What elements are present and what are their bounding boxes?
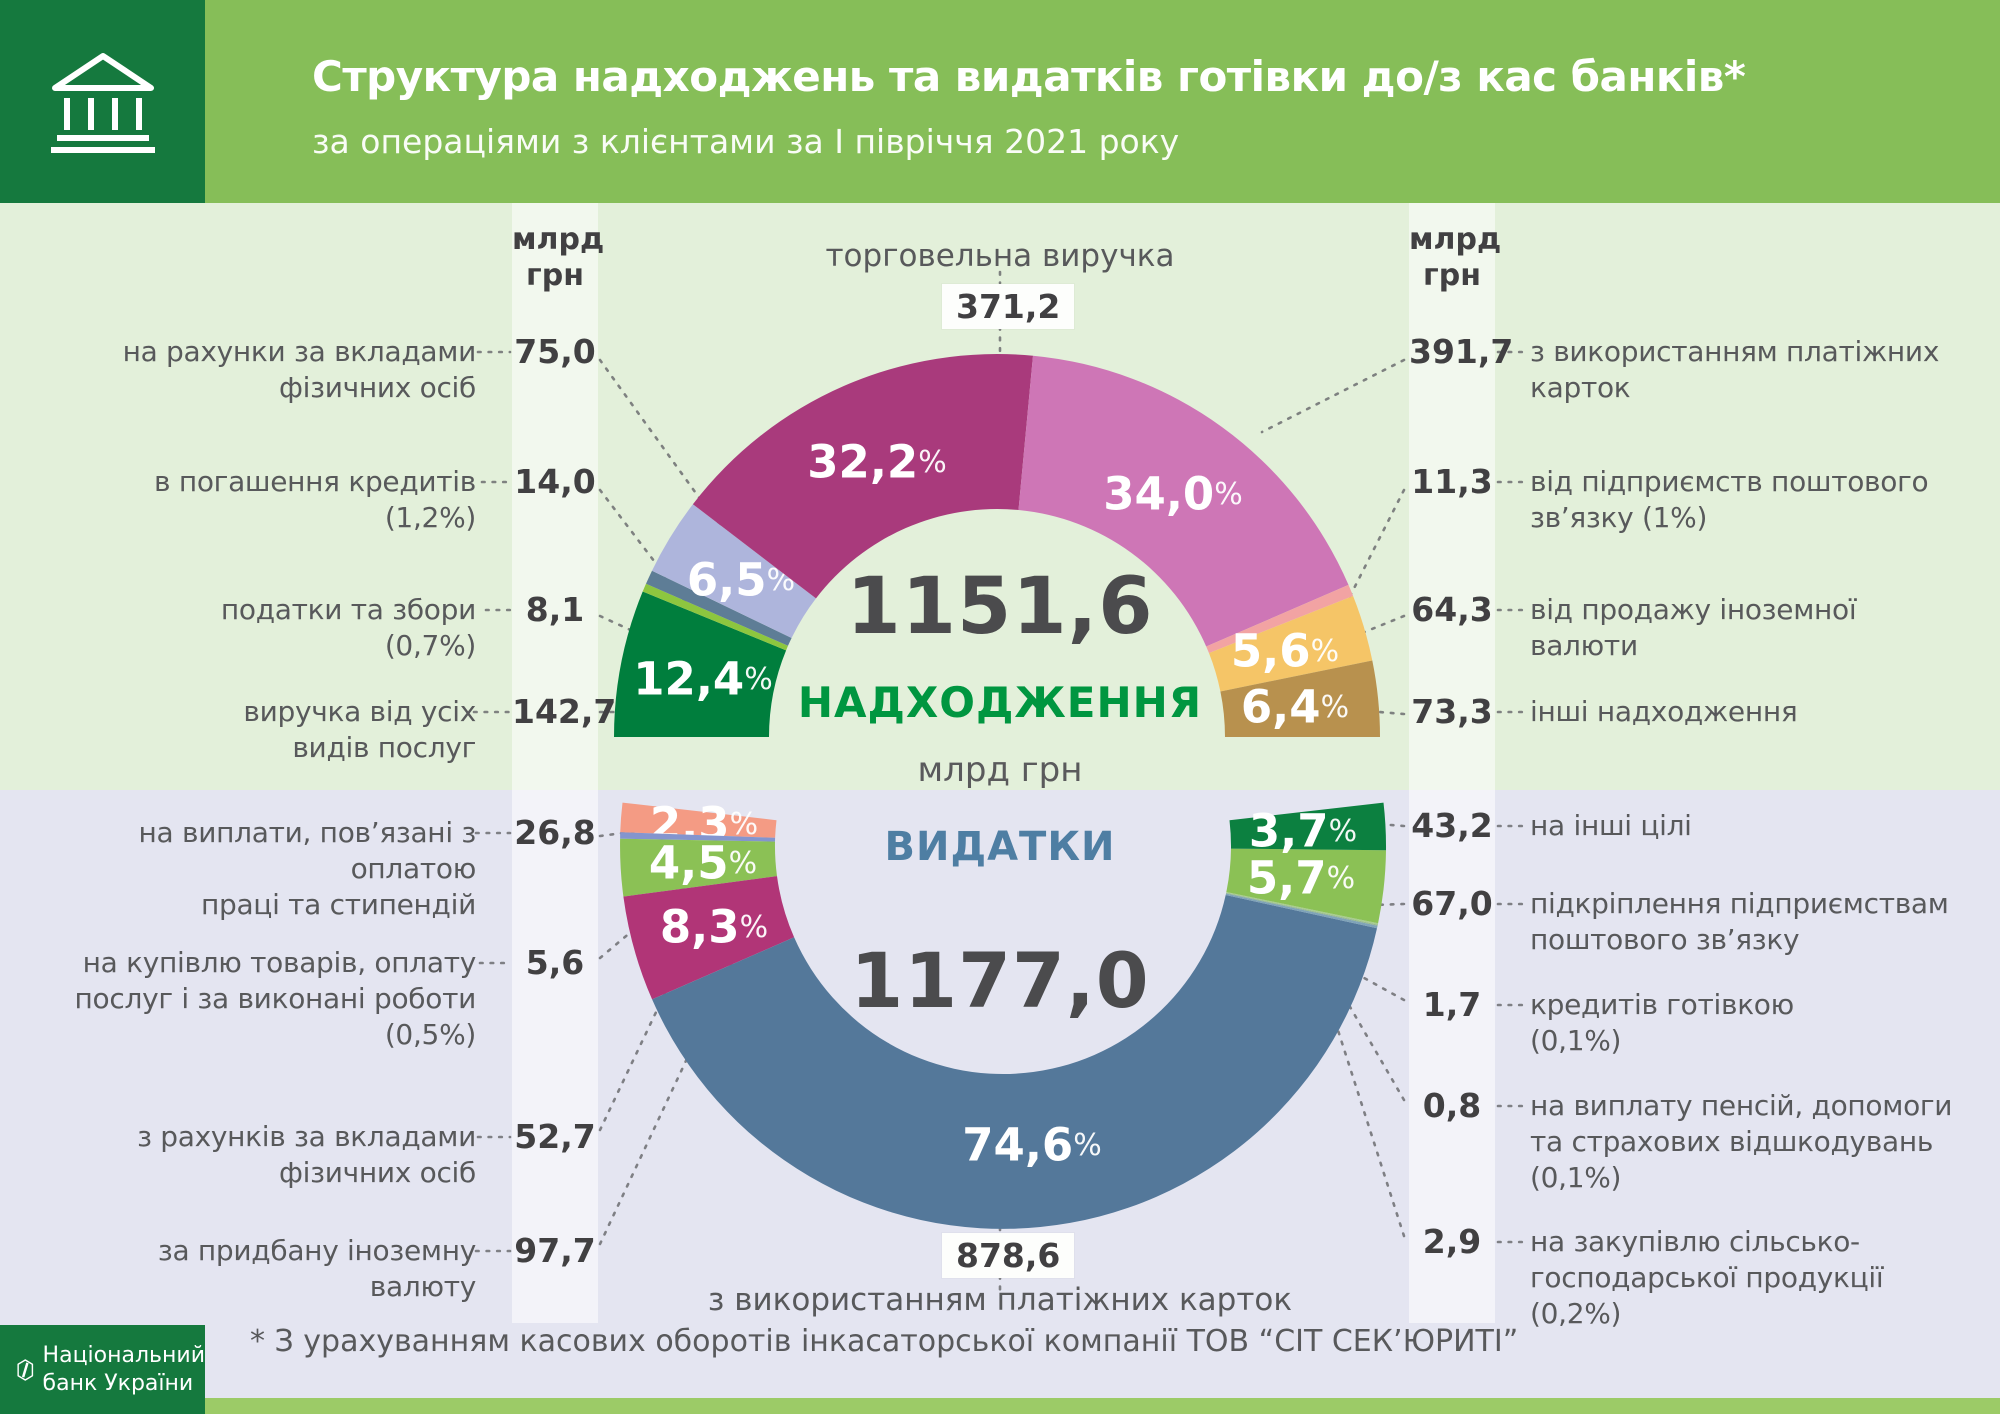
value-label: 142,7	[512, 692, 617, 731]
value-label: 26,8	[514, 813, 596, 852]
leader-line	[598, 614, 676, 652]
value-label: 14,0	[514, 462, 596, 501]
donut-segment	[646, 570, 792, 646]
inflow-title: НАДХОДЖЕННЯ	[797, 678, 1203, 727]
value-label: 11,3	[1411, 462, 1493, 501]
donut-segment	[1226, 892, 1379, 925]
leader-line	[1342, 488, 1406, 610]
category-label: підкріплення підприємствам поштового зв’…	[1530, 887, 1949, 956]
value-label: 52,7	[514, 1117, 596, 1156]
page-title: Структура надходжень та видатків готівки…	[312, 52, 1746, 101]
value-label: 75,0	[514, 332, 596, 371]
category-label: на рахунки за вкладами фізичних осіб	[122, 335, 477, 404]
left-value-column	[512, 203, 598, 1323]
donut-segment	[1226, 892, 1378, 926]
donut-segment	[620, 802, 777, 838]
top-callout-label: торговельна виручка	[825, 238, 1175, 274]
donut-segment	[692, 354, 1033, 599]
donut-segment	[652, 504, 816, 638]
inflow-donut-chart: 12,4%6,5%32,2%34,0%5,6%6,4%	[614, 354, 1380, 737]
unit-header-right: млрд грн	[1409, 222, 1502, 293]
category-label: виручка від усіх видів послуг	[243, 695, 476, 764]
value-label: 391,7	[1409, 332, 1514, 371]
center-unit: млрд грн	[917, 750, 1083, 790]
leader-line	[1260, 358, 1406, 434]
category-label: від підприємств поштового зв’язку (1%)	[1530, 465, 1929, 534]
category-label: кредитів готівкою (0,1%)	[1530, 988, 1794, 1057]
value-label: 0,8	[1422, 1086, 1482, 1125]
value-label: 67,0	[1411, 884, 1493, 923]
leader-line	[1326, 956, 1406, 1002]
value-label: 64,3	[1411, 590, 1493, 629]
category-label: на купівлю товарів, оплату послуг і за в…	[74, 946, 477, 1051]
category-label: інші надходження	[1530, 695, 1798, 728]
donut-segment	[620, 832, 776, 842]
donut-segment	[1209, 596, 1373, 692]
value-label: 97,7	[514, 1231, 596, 1270]
category-label: в погашення кредитів (1,2%)	[154, 465, 476, 534]
outflow-title: ВИДАТКИ	[884, 824, 1116, 870]
footnote: * З урахуванням касових оборотів інкасат…	[250, 1324, 1519, 1359]
donut-segment	[1220, 660, 1380, 737]
category-label: на виплату пенсій, допомоги та страхових…	[1530, 1089, 1953, 1194]
footer-strip	[205, 1398, 2000, 1414]
category-label: з використанням платіжних карток	[1530, 335, 1940, 404]
category-label: з рахунків за вкладами фізичних осіб	[137, 1120, 476, 1189]
category-label: за придбану іноземну валюту	[157, 1234, 476, 1303]
category-label: на закупівлю сільсько- господарської про…	[1530, 1225, 1884, 1330]
bottom-callout-label: з використанням платіжних карток	[707, 1282, 1293, 1318]
category-label: від продажу іноземної валюти	[1530, 593, 1857, 662]
value-label: 1,7	[1422, 985, 1482, 1024]
bottom-callout-value: 878,6	[942, 1233, 1075, 1278]
leader-line	[598, 948, 740, 1246]
donut-segment	[652, 895, 1377, 1229]
header-band	[205, 0, 2000, 203]
nbu-name: Національний банк України	[42, 1342, 205, 1396]
donut-segment	[620, 838, 777, 897]
value-label: 43,2	[1411, 806, 1493, 845]
donut-segment	[1018, 355, 1349, 647]
value-label: 8,1	[525, 590, 585, 629]
category-label: податки та збори (0,7%)	[220, 593, 476, 662]
donut-segment	[1206, 584, 1354, 654]
donut-segment	[1225, 893, 1378, 929]
donut-segment	[1229, 802, 1387, 851]
value-label: 73,3	[1411, 692, 1493, 731]
bank-building-icon	[50, 52, 155, 153]
outflow-donut-chart: 2,3%4,5%8,3%74,6%5,7%3,7%	[620, 798, 1387, 1229]
right-value-column	[1409, 203, 1495, 1323]
top-callout-value: 371,2	[942, 284, 1075, 329]
donut-segment	[642, 583, 788, 651]
category-label: на виплати, пов’язані з оплатою праці та…	[138, 816, 477, 921]
outflow-total: 1177,0	[850, 936, 1150, 1025]
inflow-total: 1151,6	[846, 562, 1154, 652]
segment-percent-label: 34,0%	[1103, 468, 1243, 521]
nbu-hryvnia-icon	[17, 1358, 34, 1381]
nbu-badge: Національний банк України	[0, 1325, 205, 1414]
unit-header-left: млрд грн	[512, 222, 605, 293]
donut-segment	[1226, 848, 1386, 924]
page-subtitle: за операціями з клієнтами за І півріччя …	[312, 122, 1180, 161]
brand-logo-block	[0, 0, 205, 203]
donut-segment	[614, 591, 787, 737]
value-label: 2,9	[1422, 1222, 1482, 1261]
donut-segment	[623, 876, 795, 1000]
category-label: на інші цілі	[1530, 809, 1692, 842]
leader-line	[1338, 614, 1406, 644]
value-label: 5,6	[525, 943, 585, 982]
